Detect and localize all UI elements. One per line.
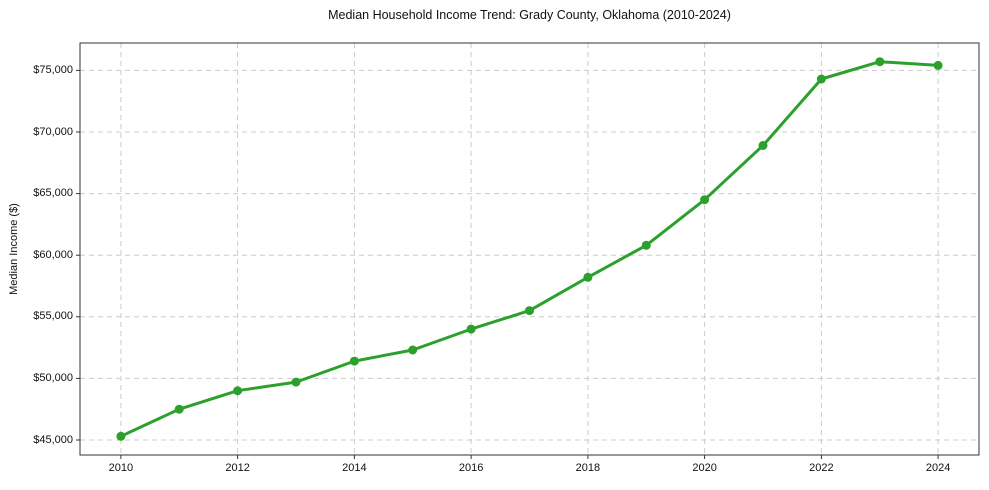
y-tick-label: $45,000	[33, 433, 73, 446]
data-point	[641, 240, 651, 250]
data-point	[816, 74, 826, 84]
income-trend-line	[119, 60, 940, 438]
x-tick-label: 2018	[575, 462, 601, 474]
x-tick-label: 2020	[692, 462, 717, 474]
data-point	[408, 345, 418, 355]
data-point	[174, 404, 184, 414]
data-point	[758, 141, 768, 150]
data-point	[233, 386, 243, 396]
y-tick-label: $60,000	[33, 248, 73, 261]
y-tick-label: $75,000	[33, 63, 73, 76]
data-point	[700, 195, 710, 205]
y-tick-label: $70,000	[33, 125, 73, 138]
data-point	[291, 377, 301, 387]
data-point	[116, 431, 126, 441]
data-point	[466, 324, 476, 334]
data-point	[349, 356, 359, 366]
data-point	[525, 306, 534, 316]
chart-title: Median Household Income Trend: Grady Cou…	[328, 8, 731, 22]
x-tick-label: 2016	[458, 462, 484, 474]
data-point	[933, 60, 943, 70]
axes-border	[79, 42, 980, 456]
y-tick-label: $50,000	[33, 371, 73, 384]
data-point	[875, 57, 885, 67]
x-tick-label: 2010	[108, 462, 134, 474]
x-tick-label: 2014	[342, 462, 367, 474]
y-tick-label: $55,000	[33, 310, 73, 323]
data-point	[583, 272, 593, 282]
x-tick-label: 2022	[809, 462, 834, 474]
x-tick-label: 2012	[225, 462, 250, 474]
x-tick-label: 2024	[925, 462, 951, 474]
y-tick-label: $65,000	[33, 187, 73, 200]
